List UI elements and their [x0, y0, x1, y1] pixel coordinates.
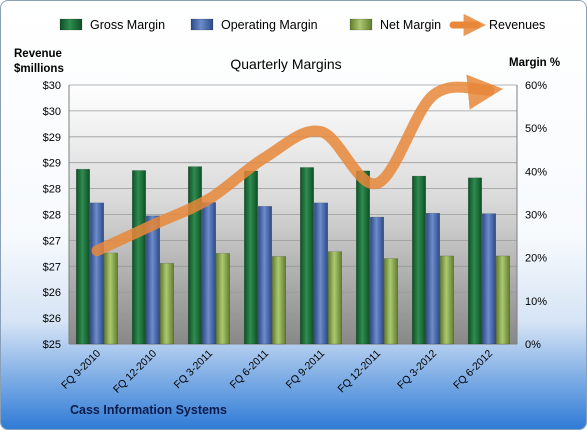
legend-swatch-operating-margin: [190, 18, 214, 31]
right-tick-label: 40%: [525, 166, 547, 178]
bar-gross-margin: [412, 175, 426, 345]
bars: [76, 166, 510, 345]
bar-operating-margin: [370, 216, 384, 345]
bar-net-margin: [384, 258, 398, 345]
right-axis-label: Margin %: [509, 57, 560, 69]
bar-net-margin: [104, 252, 118, 345]
right-tick-label: 30%: [525, 210, 547, 222]
bar-net-margin: [160, 263, 174, 345]
left-tick-label: $26: [43, 287, 61, 299]
x-tick-label: FQ 12-2010: [111, 348, 159, 396]
bar-operating-margin: [482, 213, 496, 345]
legend-label: Revenues: [489, 18, 545, 32]
legend-swatch-gross-margin: [59, 18, 83, 31]
x-tick-label: FQ 12-2011: [336, 348, 384, 396]
bar-gross-margin: [468, 177, 482, 345]
left-tick-label: $26: [43, 313, 61, 325]
right-tick-label: 0%: [525, 339, 541, 351]
legend: Gross Margin Operating Margin Net Margin Re…: [59, 13, 545, 37]
company-name: Cass Information Systems: [70, 403, 227, 417]
bar-net-margin: [496, 255, 510, 345]
bar-net-margin: [216, 253, 230, 345]
bar-gross-margin: [188, 166, 202, 345]
left-axis-label: Revenue $millions: [14, 48, 65, 75]
left-tick-label: $27: [43, 235, 61, 247]
x-tick-label: FQ 6-2012: [451, 348, 495, 392]
legend-label: Gross Margin: [90, 18, 165, 32]
bar-gross-margin: [300, 167, 314, 345]
bar-gross-margin: [76, 168, 90, 345]
bar-gross-margin: [356, 170, 370, 345]
left-tick-label: $25: [43, 339, 61, 351]
bar-gross-margin: [132, 170, 146, 345]
bar-operating-margin: [146, 215, 160, 345]
left-tick-label: $29: [43, 158, 61, 170]
bar-gross-margin: [244, 170, 258, 345]
right-tick-label: 10%: [525, 296, 547, 308]
bar-net-margin: [272, 256, 286, 345]
bar-operating-margin: [90, 202, 104, 345]
left-tick-label: $28: [43, 210, 61, 222]
x-tick-label: FQ 9-2010: [59, 348, 103, 392]
legend-swatch-net-margin: [349, 18, 373, 31]
bar-net-margin: [440, 255, 454, 345]
revenue-line-path: [91, 74, 504, 257]
bar-operating-margin: [314, 202, 328, 345]
bar-operating-margin: [426, 212, 440, 345]
left-tick-label: $30: [43, 80, 61, 92]
chart-title: Quarterly Margins: [230, 56, 341, 72]
bar-operating-margin: [202, 202, 216, 345]
x-tick-label: FQ 3-2011: [172, 348, 216, 392]
left-axis-ticks: $25 $26 $26 $27 $27 $28 $28 $29 $29 $30 $30: [43, 80, 61, 351]
revenue-line: [91, 74, 504, 257]
legend-label: Operating Margin: [221, 18, 318, 32]
left-tick-label: $30: [43, 106, 61, 118]
legend-label: Net Margin: [380, 18, 441, 32]
x-tick-label: FQ 6-2011: [228, 348, 272, 392]
x-tick-label: FQ 9-2011: [284, 348, 328, 392]
right-tick-label: 50%: [525, 123, 547, 135]
x-axis-ticks: FQ 9-2010 FQ 12-2010 FQ 3-2011 FQ 6-2011 FQ …: [59, 348, 495, 396]
left-tick-label: $27: [43, 261, 61, 273]
right-tick-label: 20%: [525, 253, 547, 265]
bar-net-margin: [328, 251, 342, 345]
left-axis-label-line1: Revenue: [14, 48, 62, 60]
x-tick-label: FQ 3-2012: [395, 348, 439, 392]
left-tick-label: $29: [43, 132, 61, 144]
left-axis-label-line2: $millions: [14, 63, 64, 75]
bar-operating-margin: [258, 206, 272, 345]
right-tick-label: 60%: [525, 80, 547, 92]
right-axis-ticks: 0% 10% 20% 30% 40% 50% 60%: [525, 80, 547, 351]
left-tick-label: $28: [43, 184, 61, 196]
